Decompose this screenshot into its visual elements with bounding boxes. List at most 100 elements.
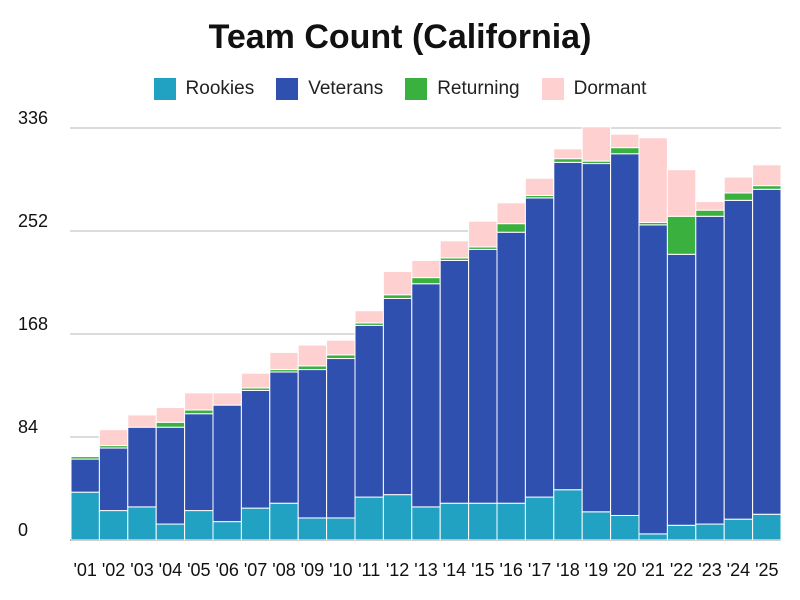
bar-segment-dormant: [723, 176, 754, 194]
legend-item-returning: Returning: [405, 78, 520, 100]
legend: Rookies Veterans Returning Dormant: [0, 78, 800, 100]
bar-segment-dormant: [269, 351, 299, 371]
x-tick-label: '14: [443, 560, 466, 580]
bar-segment-dormant: [752, 164, 782, 187]
bar-segment-returning: [723, 192, 754, 201]
bar-segment-rookies: [127, 506, 157, 541]
bar-segment-veterans: [240, 389, 271, 509]
legend-swatch-veterans: [276, 78, 299, 100]
chart-title: Team Count (California): [208, 18, 592, 56]
x-tick-label: '03: [130, 560, 153, 580]
bar-segment-dormant: [212, 392, 242, 406]
bar-segment-dormant: [127, 414, 157, 428]
bar-segment-veterans: [326, 358, 356, 519]
legend-label-dormant: Dormant: [573, 78, 647, 99]
bar-segment-veterans: [127, 426, 157, 508]
bar-segment-rookies: [553, 489, 583, 541]
bar-segment-returning: [752, 185, 782, 190]
bar-segment-dormant: [439, 240, 470, 259]
bar-segment-veterans: [297, 369, 328, 519]
x-tick-label: '17: [528, 560, 551, 580]
y-tick-label: 84: [18, 417, 38, 437]
bar-segment-returning: [382, 294, 413, 299]
bar-segment-rookies: [269, 502, 299, 541]
legend-item-veterans: Veterans: [276, 78, 383, 100]
bar-segment-returning: [496, 223, 526, 233]
y-tick-label: 252: [18, 211, 48, 231]
bar-segment-returning: [326, 354, 356, 360]
x-tick-label: '04: [159, 560, 182, 580]
bar-segment-veterans: [212, 404, 242, 523]
bar-segment-rookies: [610, 514, 640, 541]
bar-segment-dormant: [411, 259, 441, 279]
x-tick-label: '08: [272, 560, 295, 580]
bar-segment-veterans: [638, 224, 668, 535]
bar-segment-rookies: [723, 518, 754, 541]
x-tick-label: '21: [641, 560, 664, 580]
y-tick-label: 336: [18, 108, 48, 128]
bar-segment-rookies: [240, 507, 271, 541]
bar-segment-veterans: [610, 153, 640, 516]
bar-segment-dormant: [240, 372, 271, 389]
legend-item-rookies: Rookies: [153, 78, 254, 100]
y-tick-label: 168: [18, 314, 48, 334]
bar-segment-dormant: [98, 429, 129, 447]
bar-segment-dormant: [382, 270, 413, 296]
bar-segment-veterans: [695, 215, 725, 525]
legend-swatch-returning: [405, 78, 428, 100]
bar-segment-dormant: [496, 202, 526, 225]
bar-segment-returning: [70, 456, 100, 460]
bar-segment-returning: [695, 209, 725, 217]
bar-segment-dormant: [695, 201, 725, 211]
x-tick-label: '07: [244, 560, 267, 580]
x-tick-label: '20: [613, 560, 636, 580]
bar-segment-veterans: [184, 413, 214, 512]
bar-segment-rookies: [212, 521, 242, 541]
x-tick-label: '10: [329, 560, 352, 580]
bar-segment-returning: [297, 365, 328, 371]
bar-segment-dormant: [155, 407, 186, 423]
bar-segment-rookies: [695, 523, 725, 541]
x-tick-label: '15: [471, 560, 494, 580]
bar-segment-veterans: [752, 188, 782, 515]
bar-segment-rookies: [98, 510, 129, 541]
bar-segment-rookies: [468, 502, 498, 541]
bar-segment-veterans: [496, 231, 526, 504]
bar-segment-returning: [184, 409, 214, 415]
bar-segment-rookies: [297, 517, 328, 541]
bar-segment-veterans: [354, 324, 384, 498]
bar-segment-returning: [610, 147, 640, 155]
bar-segment-rookies: [354, 496, 384, 541]
bar-segment-dormant: [468, 220, 498, 248]
bar-segment-veterans: [382, 297, 413, 496]
bar-segment-rookies: [638, 533, 668, 541]
bar-segment-dormant: [610, 133, 640, 149]
legend-swatch-rookies: [153, 78, 176, 100]
bar-segment-dormant: [184, 392, 214, 411]
x-tick-label: '25: [755, 560, 778, 580]
bar-segment-returning: [553, 158, 583, 163]
bar-segment-returning: [411, 277, 441, 285]
bar-segment-dormant: [581, 126, 612, 162]
bar-segment-dormant: [524, 177, 555, 196]
bar-segment-rookies: [524, 496, 555, 541]
x-tick-label: '23: [698, 560, 721, 580]
y-tick-label: 0: [18, 520, 28, 540]
bar-segment-rookies: [326, 517, 356, 541]
bar-segment-rookies: [752, 513, 782, 541]
bar-segment-veterans: [666, 253, 697, 526]
x-tick-label: '13: [414, 560, 437, 580]
bar-segment-rookies: [155, 523, 186, 541]
bar-segment-rookies: [496, 502, 526, 541]
bar-segment-veterans: [723, 199, 754, 520]
bar-segment-dormant: [297, 344, 328, 367]
bar-segment-rookies: [439, 502, 470, 541]
bar-segment-returning: [666, 215, 697, 255]
bar-segment-veterans: [524, 197, 555, 498]
bar-segment-veterans: [411, 283, 441, 508]
bar-segment-rookies: [70, 491, 100, 541]
x-tick-label: '05: [187, 560, 210, 580]
x-tick-label: '06: [215, 560, 238, 580]
